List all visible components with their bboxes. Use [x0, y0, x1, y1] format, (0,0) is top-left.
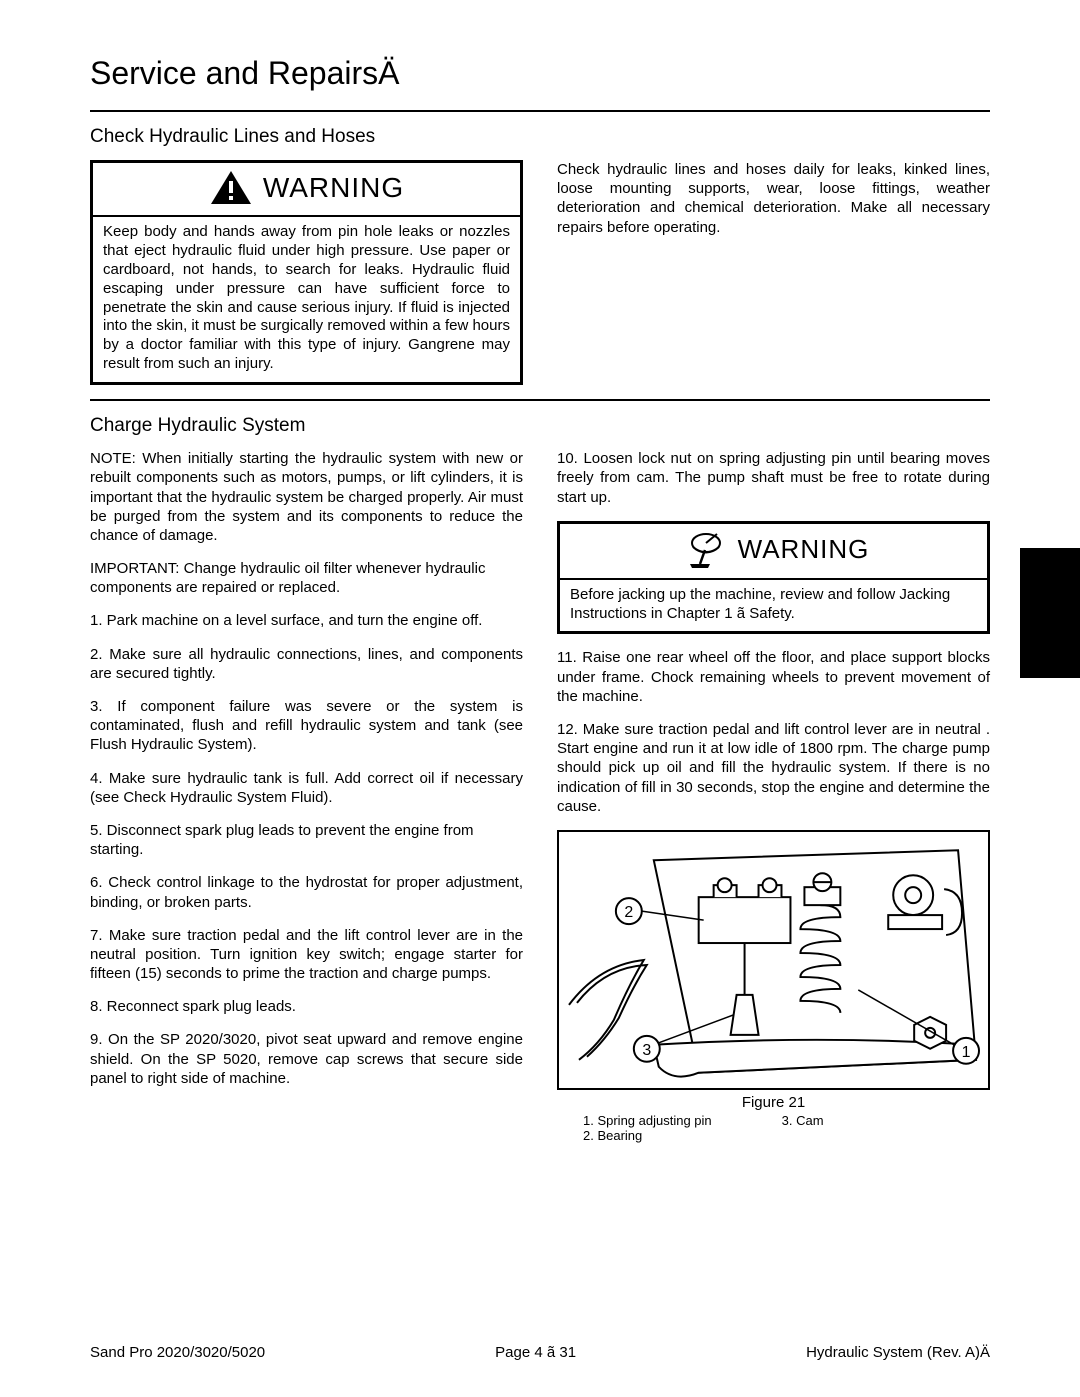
warning2-header: WARNING [560, 524, 987, 580]
callout-3: 3 [642, 1042, 651, 1059]
legend-1: 1. Spring adjusting pin [583, 1113, 712, 1128]
step-5: 5. Disconnect spark plug leads to preven… [90, 821, 523, 859]
section1-heading: Check Hydraulic Lines and Hoses [90, 126, 990, 148]
step-4: 4. Make sure hydraulic tank is full. Add… [90, 769, 523, 807]
section1-right-col: Check hydraulic lines and hoses daily fo… [557, 160, 990, 393]
step-9: 9. On the SP 2020/3020, pivot seat upwar… [90, 1030, 523, 1088]
section1-right-text: Check hydraulic lines and hoses daily fo… [557, 160, 990, 237]
legend-2: 2. Bearing [583, 1128, 712, 1143]
warning2-label: WARNING [738, 534, 870, 565]
note-text: NOTE: When initially starting the hydrau… [90, 449, 523, 545]
warning-triangle-icon [209, 169, 253, 207]
figure-21-svg: 2 3 1 [559, 832, 988, 1088]
figure-21-box: 2 3 1 [557, 830, 990, 1090]
warning-dish-icon [678, 530, 728, 570]
step-7: 7. Make sure traction pedal and the lift… [90, 926, 523, 984]
page-title: Service and RepairsÄ [90, 55, 990, 92]
footer-left: Sand Pro 2020/3020/5020 [90, 1344, 265, 1361]
warning1-header: WARNING [93, 163, 520, 217]
callout-2: 2 [624, 904, 633, 921]
callout-1: 1 [962, 1044, 971, 1061]
step-3: 3. If component failure was severe or th… [90, 697, 523, 755]
figure-caption: Figure 21 [557, 1094, 990, 1111]
important-text: IMPORTANT: Change hydraulic oil filter w… [90, 559, 523, 597]
legend-3: 3. Cam [782, 1113, 824, 1128]
side-tab [1020, 548, 1080, 678]
step-2: 2. Make sure all hydraulic connections, … [90, 645, 523, 683]
step-10: 10. Loosen lock nut on spring adjusting … [557, 449, 990, 507]
section2-right-col: 10. Loosen lock nut on spring adjusting … [557, 449, 990, 1143]
warning2-body: Before jacking up the machine, review an… [560, 580, 987, 632]
section1-columns: WARNING Keep body and hands away from pi… [90, 160, 990, 393]
step-11: 11. Raise one rear wheel off the floor, … [557, 648, 990, 706]
section2-heading: Charge Hydraulic System [90, 415, 990, 437]
rule-top [90, 110, 990, 112]
step-6: 6. Check control linkage to the hydrosta… [90, 873, 523, 911]
warning-box-2: WARNING Before jacking up the machine, r… [557, 521, 990, 635]
footer-right: Hydraulic System (Rev. A)Ä [806, 1344, 990, 1361]
warning1-label: WARNING [263, 172, 404, 204]
warning-box-1: WARNING Keep body and hands away from pi… [90, 160, 523, 385]
section2-columns: NOTE: When initially starting the hydrau… [90, 449, 990, 1143]
section2-left-col: NOTE: When initially starting the hydrau… [90, 449, 523, 1143]
step-12: 12. Make sure traction pedal and lift co… [557, 720, 990, 816]
warning1-body: Keep body and hands away from pin hole l… [93, 217, 520, 382]
figure-legend: 1. Spring adjusting pin 2. Bearing 3. Ca… [557, 1113, 990, 1143]
footer-center: Page 4 ã 31 [495, 1344, 576, 1361]
step-8: 8. Reconnect spark plug leads. [90, 997, 523, 1016]
page-footer: Sand Pro 2020/3020/5020 Page 4 ã 31 Hydr… [90, 1344, 990, 1361]
step-1: 1. Park machine on a level surface, and … [90, 611, 523, 630]
rule-mid [90, 399, 990, 401]
section1-left-col: WARNING Keep body and hands away from pi… [90, 160, 523, 393]
